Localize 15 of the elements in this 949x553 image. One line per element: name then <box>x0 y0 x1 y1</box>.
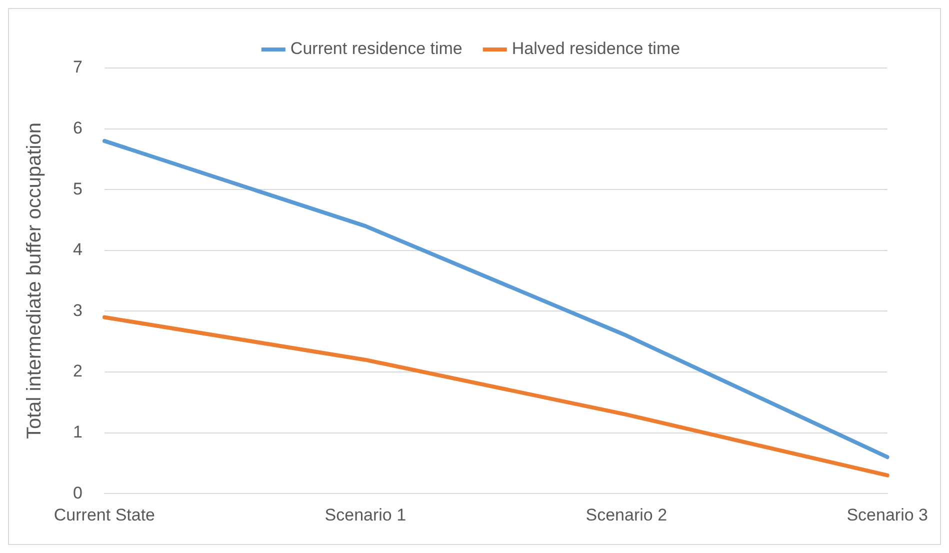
x-tick-label: Scenario 2 <box>586 505 668 524</box>
x-tick-label: Scenario 1 <box>324 505 406 524</box>
x-tick-label: Current State <box>54 505 156 524</box>
y-tick-label: 1 <box>72 422 82 442</box>
y-tick-label: 0 <box>72 483 82 502</box>
y-tick-label: 5 <box>72 179 82 198</box>
x-tick-label: Scenario 3 <box>846 505 928 524</box>
legend-label: Halved residence time <box>512 39 680 58</box>
y-tick-label: 6 <box>72 118 82 138</box>
y-tick-label: 3 <box>72 300 82 320</box>
y-tick-label: 4 <box>72 240 82 260</box>
legend-label: Current residence time <box>290 39 462 58</box>
y-axis-title: Total intermediate buffer occupation <box>24 122 46 440</box>
y-tick-label: 7 <box>72 58 82 77</box>
y-tick-label: 2 <box>72 362 82 381</box>
